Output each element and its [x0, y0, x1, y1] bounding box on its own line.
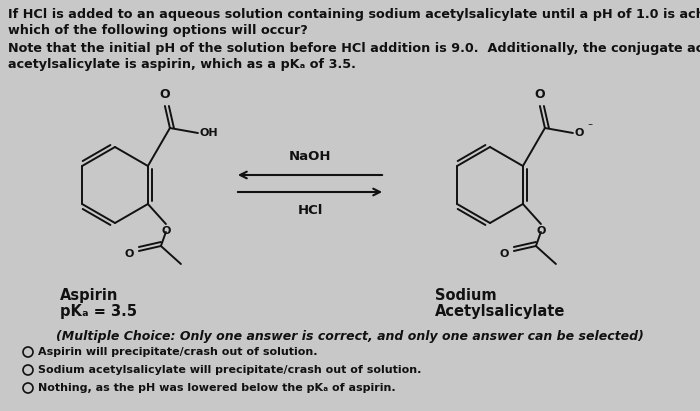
Text: Aspirin will precipitate/crash out of solution.: Aspirin will precipitate/crash out of so…: [38, 347, 318, 357]
Text: O: O: [161, 226, 171, 236]
Text: ⁻: ⁻: [587, 122, 592, 132]
Text: O: O: [536, 226, 545, 236]
Text: HCl: HCl: [298, 204, 323, 217]
Text: Aspirin: Aspirin: [60, 288, 118, 303]
Text: O: O: [575, 128, 584, 138]
Text: O: O: [125, 249, 134, 259]
Text: Acetylsalicylate: Acetylsalicylate: [435, 304, 566, 319]
Text: OH: OH: [200, 128, 218, 138]
Text: Sodium acetylsalicylate will precipitate/crash out of solution.: Sodium acetylsalicylate will precipitate…: [38, 365, 421, 375]
Text: NaOH: NaOH: [288, 150, 331, 163]
Text: Sodium: Sodium: [435, 288, 496, 303]
Text: which of the following options will occur?: which of the following options will occu…: [8, 24, 308, 37]
Text: O: O: [500, 249, 509, 259]
Text: If HCl is added to an aqueous solution containing sodium acetylsalicylate until : If HCl is added to an aqueous solution c…: [8, 8, 700, 21]
Text: Nothing, as the pH was lowered below the pKₐ of aspirin.: Nothing, as the pH was lowered below the…: [38, 383, 395, 393]
Text: pKₐ = 3.5: pKₐ = 3.5: [60, 304, 137, 319]
Text: O: O: [535, 88, 545, 101]
Text: Note that the initial pH of the solution before HCl addition is 9.0.  Additional: Note that the initial pH of the solution…: [8, 42, 700, 55]
Text: (Multiple Choice: Only one answer is correct, and only one answer can be selecte: (Multiple Choice: Only one answer is cor…: [56, 330, 644, 343]
Text: O: O: [160, 88, 170, 101]
Text: acetylsalicylate is aspirin, which as a pKₐ of 3.5.: acetylsalicylate is aspirin, which as a …: [8, 58, 356, 71]
